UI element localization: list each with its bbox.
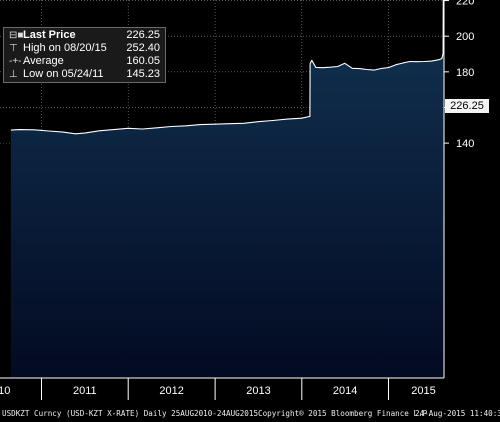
footer-copyright: Copyright® 2015 Bloomberg Finance L.P. <box>258 409 432 418</box>
legend-item-low: ⊥ Low on 05/24/11 145.23 <box>9 68 162 81</box>
legend-label-average: Average <box>23 55 64 67</box>
legend-value-low: 145.23 <box>126 68 160 80</box>
price-area-fill <box>10 0 445 378</box>
x-tick-label: 2012 <box>159 385 183 397</box>
last-price-marker-icon: ⊟■ <box>9 30 24 41</box>
legend-value-high: 252.40 <box>126 42 160 54</box>
legend-label-low: Low on 05/24/11 <box>23 68 104 80</box>
x-tick-label: 2013 <box>246 385 270 397</box>
y-tick-label: 140 <box>456 138 474 150</box>
legend-value-average: 160.05 <box>126 55 160 67</box>
legend-item-last-price: ⊟■ Last Price 226.25 <box>9 29 162 42</box>
low-marker-icon: ⊥ <box>9 69 18 80</box>
y-tick-label: 180 <box>456 67 474 79</box>
legend-item-high: ⊤ High on 08/20/15 252.40 <box>9 42 162 55</box>
x-tick-label: 2015 <box>411 385 435 397</box>
y-tick-label: 200 <box>456 31 474 43</box>
y-tick-label: 220 <box>456 0 474 8</box>
legend-label-high: High on 08/20/15 <box>23 42 107 54</box>
average-marker-icon: -+- <box>9 56 22 67</box>
last-price-tag: 226.25 <box>445 99 489 113</box>
price-area <box>10 0 445 378</box>
legend-label-last-price: Last Price <box>23 29 76 41</box>
x-tick-label: 2011 <box>73 385 97 397</box>
legend-value-last-price: 226.25 <box>126 29 160 41</box>
legend-item-average: -+- Average 160.05 <box>9 55 162 68</box>
x-tick-label: 2010 <box>0 385 10 397</box>
axes: 1401601802002202402602010201120122013201… <box>0 0 474 400</box>
legend: ⊟■ Last Price 226.25 ⊤ High on 08/20/15 … <box>3 27 166 83</box>
x-tick-label: 2014 <box>333 385 357 397</box>
price-line <box>10 0 444 135</box>
footer: USDKZT Curncy (USD-KZT X-RATE) Daily 25A… <box>0 405 500 422</box>
high-marker-icon: ⊤ <box>9 43 18 54</box>
footer-timestamp: 24-Aug-2015 11:40:37 <box>415 409 500 418</box>
footer-ticker: USDKZT Curncy (USD-KZT X-RATE) Daily 25A… <box>2 409 259 418</box>
